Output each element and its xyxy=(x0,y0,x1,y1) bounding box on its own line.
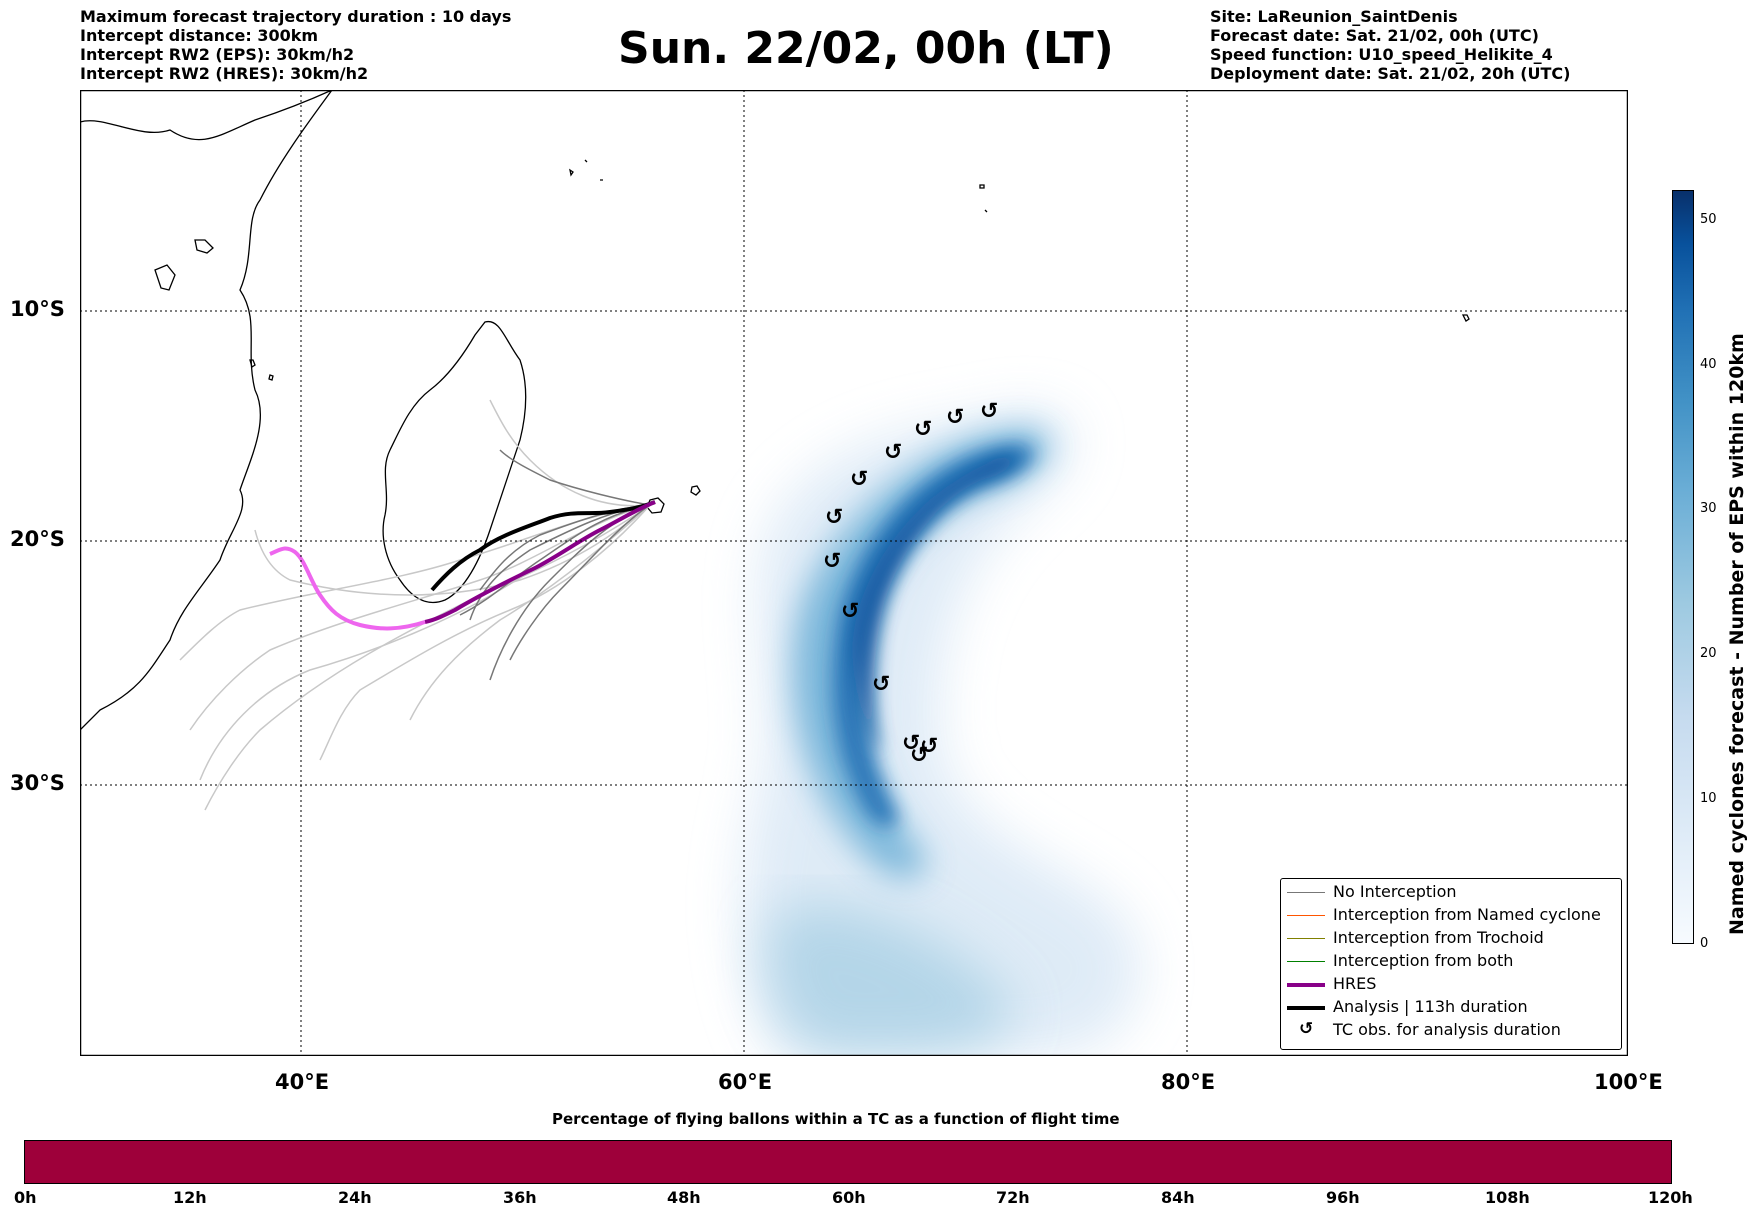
cyclone-anticlockwise-icon: ↺ xyxy=(946,405,964,430)
density-core xyxy=(852,455,1018,750)
flight-time-tick: 72h xyxy=(996,1188,1030,1207)
map-panel: ↺ ↺ ↺ ↺ ↺ ↺ ↺ ↺ ↺ ↺ ↺ ↺ xyxy=(80,90,1628,1056)
colorbar-tick: 20 xyxy=(1700,646,1717,661)
colorbar-tick: 10 xyxy=(1700,791,1717,806)
lon-label-40e: 40°E xyxy=(275,1070,330,1094)
tc-observations: ↺ ↺ ↺ ↺ ↺ ↺ ↺ ↺ ↺ ↺ ↺ ↺ xyxy=(823,399,998,768)
legend-item: Interception from Trochoid xyxy=(1281,927,1621,950)
legend-item: ↺ TC obs. for analysis duration xyxy=(1281,1019,1621,1042)
map-title: Sun. 22/02, 00h (LT) xyxy=(618,23,1114,74)
legend-swatch xyxy=(1287,938,1325,939)
cyclone-anticlockwise-icon: ↺ xyxy=(841,599,859,624)
cyclone-anticlockwise-icon: ↺ xyxy=(980,399,998,424)
west-africa-lake xyxy=(194,239,214,254)
header-line: Site: LaReunion_SaintDenis xyxy=(1210,7,1458,26)
legend-item: Analysis | 113h duration xyxy=(1281,996,1621,1019)
cyclone-anticlockwise-icon: ↺ xyxy=(872,672,890,697)
lake-malawi xyxy=(154,264,176,291)
analysis-trajectory xyxy=(430,500,656,592)
flight-time-tick: 108h xyxy=(1485,1188,1530,1207)
flight-time-tick: 84h xyxy=(1161,1188,1195,1207)
lat-label-20s: 20°S xyxy=(10,527,65,551)
header-right: Site: LaReunion_SaintDenis Forecast date… xyxy=(1210,7,1570,83)
colorbar-tick: 50 xyxy=(1700,212,1717,227)
header-line: Intercept RW2 (EPS): 30km/h2 xyxy=(80,45,355,64)
africa-coast xyxy=(80,90,333,731)
header-line: Forecast date: Sat. 21/02, 00h (UTC) xyxy=(1210,26,1539,45)
cyclone-anticlockwise-icon: ↺ xyxy=(823,549,841,574)
colorbar-tick: 30 xyxy=(1700,501,1717,516)
header-line: Intercept RW2 (HRES): 30km/h2 xyxy=(80,64,369,83)
legend-item: No Interception xyxy=(1281,881,1621,904)
legend-item: HRES xyxy=(1281,973,1621,996)
legend-label: Interception from Trochoid xyxy=(1333,928,1544,947)
map-frame xyxy=(80,90,1628,1056)
flight-time-tick: 48h xyxy=(667,1188,701,1207)
legend-label: Interception from both xyxy=(1333,951,1514,970)
seychelles xyxy=(569,159,603,181)
legend-item: Interception from Named cyclone xyxy=(1281,904,1621,927)
legend-label: Interception from Named cyclone xyxy=(1333,905,1601,924)
colorbar-tick: 0 xyxy=(1700,936,1709,951)
cyclone-anticlockwise-icon: ↺ xyxy=(920,734,938,759)
legend: No Interception Interception from Named … xyxy=(1280,878,1622,1050)
comoros xyxy=(249,359,274,381)
legend-swatch xyxy=(1287,1006,1325,1010)
density-high xyxy=(832,445,1035,827)
cyclone-anticlockwise-icon: ↺ xyxy=(884,440,902,465)
cyclone-anticlockwise-icon: ↺ xyxy=(910,743,928,768)
legend-label: HRES xyxy=(1333,974,1377,993)
flight-time-tick: 24h xyxy=(338,1188,372,1207)
legend-item: Interception from both xyxy=(1281,950,1621,973)
legend-swatch xyxy=(1287,983,1325,987)
flight-time-tick: 12h xyxy=(173,1188,207,1207)
header-line: Maximum forecast trajectory duration : 1… xyxy=(80,7,512,26)
header-line: Speed function: U10_speed_Helikite_4 xyxy=(1210,45,1553,64)
header-left: Maximum forecast trajectory duration : 1… xyxy=(80,7,511,83)
mauritius-island xyxy=(690,485,701,496)
flight-time-tick: 96h xyxy=(1326,1188,1360,1207)
lat-label-30s: 30°S xyxy=(10,771,65,795)
legend-swatch xyxy=(1287,915,1325,916)
flight-time-tick: 120h xyxy=(1648,1188,1693,1207)
flight-time-tick: 36h xyxy=(503,1188,537,1207)
legend-label: No Interception xyxy=(1333,882,1457,901)
madagascar xyxy=(382,321,527,604)
legend-swatch xyxy=(1287,892,1325,893)
bottom-bar-title: Percentage of flying ballons within a TC… xyxy=(552,1110,1120,1128)
flight-time-tick: 0h xyxy=(14,1188,37,1207)
cyclone-anticlockwise-icon: ↺ xyxy=(902,731,920,756)
graticule xyxy=(80,90,1628,1056)
chagos-islands xyxy=(979,184,988,213)
cyclone-anticlockwise-icon: ↺ xyxy=(1299,1019,1314,1039)
legend-label: Analysis | 113h duration xyxy=(1333,997,1528,1016)
colorbar xyxy=(1672,190,1694,944)
flight-time-tick: 60h xyxy=(832,1188,866,1207)
lon-label-80e: 80°E xyxy=(1161,1070,1216,1094)
header-line: Intercept distance: 300km xyxy=(80,26,319,45)
legend-swatch xyxy=(1287,961,1325,962)
australia-island xyxy=(1461,314,1470,322)
cyclone-anticlockwise-icon: ↺ xyxy=(850,467,868,492)
colorbar-tick: 40 xyxy=(1700,357,1717,372)
hres-trajectory-post xyxy=(269,546,426,631)
lon-label-60e: 60°E xyxy=(718,1070,773,1094)
hres-trajectory-forecast xyxy=(424,500,656,624)
colorbar-label: Named cyclones forecast - Number of EPS … xyxy=(1726,333,1748,935)
coastlines xyxy=(80,90,1470,731)
lon-label-100e: 100°E xyxy=(1594,1070,1663,1094)
lat-label-10s: 10°S xyxy=(10,297,65,321)
density-low xyxy=(765,904,1013,1056)
cyclone-anticlockwise-icon: ↺ xyxy=(825,505,843,530)
cyclone-anticlockwise-icon: ↺ xyxy=(914,417,932,442)
header-line: Deployment date: Sat. 21/02, 20h (UTC) xyxy=(1210,64,1571,83)
flight-time-bar xyxy=(24,1140,1672,1184)
legend-label: TC obs. for analysis duration xyxy=(1333,1020,1561,1039)
